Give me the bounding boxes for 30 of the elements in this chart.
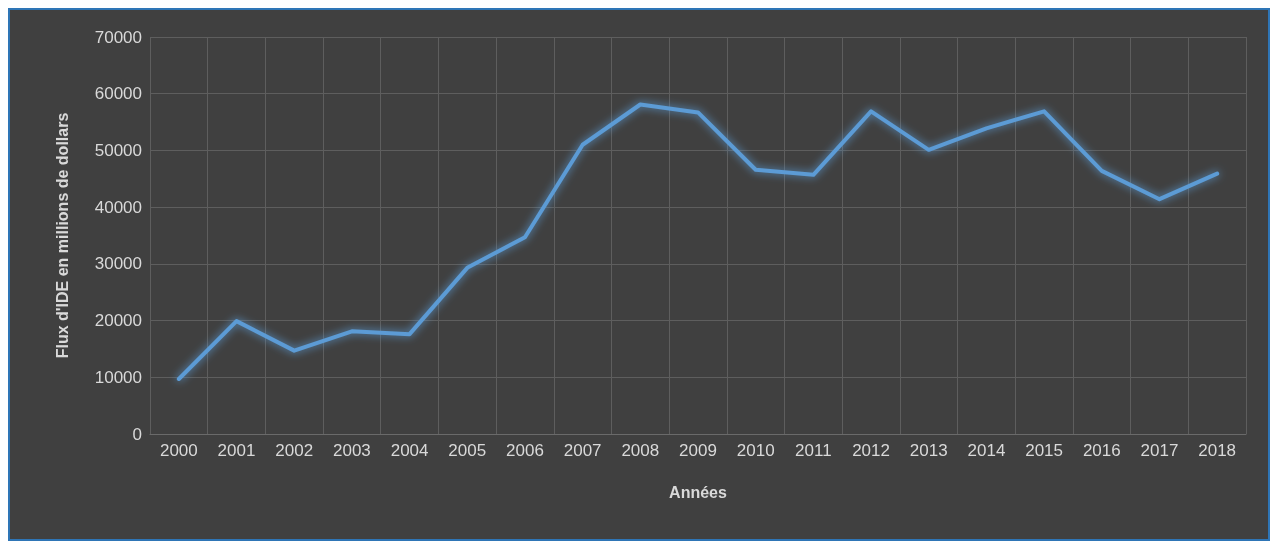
x-tick-label: 2010 <box>736 441 775 460</box>
x-tick-label: 2012 <box>852 441 890 460</box>
y-tick-label: 0 <box>132 424 142 444</box>
y-tick-label: 50000 <box>94 140 142 160</box>
x-tick-label: 2011 <box>795 441 832 460</box>
x-tick-label: 2002 <box>275 441 314 460</box>
x-tick-label: 2015 <box>1025 441 1064 460</box>
x-tick-label: 2000 <box>159 441 198 460</box>
x-tick-label: 2007 <box>563 441 602 460</box>
x-tick-label: 2009 <box>679 441 717 460</box>
x-tick-label: 2005 <box>448 441 487 460</box>
y-tick-label: 60000 <box>94 84 142 104</box>
x-tick-label: 2016 <box>1082 441 1121 460</box>
x-tick-label: 2018 <box>1198 441 1237 460</box>
x-tick-label: 2013 <box>909 441 948 460</box>
y-tick-label: 70000 <box>94 27 142 47</box>
line-series <box>176 102 1220 381</box>
x-tick-label: 2003 <box>332 441 371 460</box>
y-tick-label: 40000 <box>94 197 142 217</box>
x-tick-label: 2006 <box>506 441 544 460</box>
x-tick-label: 2001 <box>217 441 256 460</box>
y-axis-title: Flux d'IDE en millions de dollars <box>53 112 71 359</box>
x-axis-title: Années <box>669 483 727 501</box>
x-tick-label: 2008 <box>621 441 660 460</box>
x-tick-label: 2004 <box>390 441 429 460</box>
y-tick-label: 20000 <box>94 311 142 331</box>
x-tick-label: 2014 <box>967 441 1006 460</box>
y-tick-label: 30000 <box>94 254 142 274</box>
x-tick-label: 2017 <box>1140 441 1179 460</box>
y-tick-label: 10000 <box>94 367 142 387</box>
